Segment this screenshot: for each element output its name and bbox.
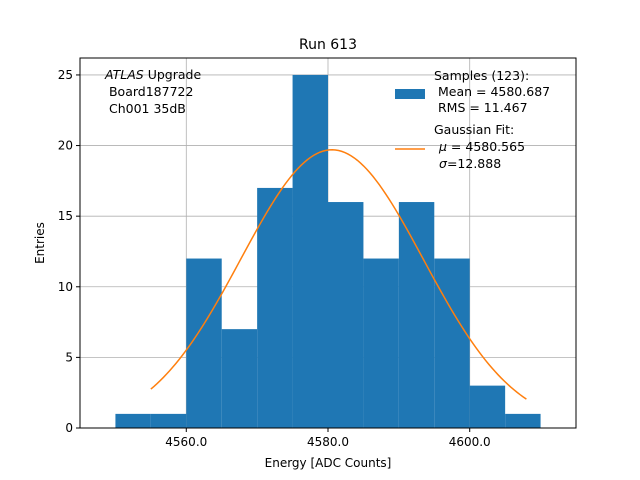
- legend-sigma-symbol: σ: [439, 156, 448, 171]
- ticks-layer: 4560.0 4580.0 4600.0 0 5 10 15 20 25: [58, 68, 491, 449]
- bars-layer: [115, 74, 541, 428]
- histogram-bar: [434, 258, 470, 428]
- histogram-bar: [505, 413, 541, 428]
- chart-title: Run 613: [299, 37, 357, 53]
- histogram-bar: [150, 413, 187, 428]
- atlas-annotation: ATLAS Upgrade Board187722 Ch001 35dB: [104, 67, 201, 116]
- legend-samples-rms: RMS = 11.467: [434, 100, 528, 115]
- annotation-atlas: ATLAS: [104, 67, 144, 82]
- legend-mu-symbol: μ: [438, 139, 447, 154]
- legend-samples-label: Samples (123):: [434, 68, 529, 83]
- histogram-bar: [398, 202, 435, 428]
- histogram-bar: [257, 187, 293, 428]
- legend-samples-mean: Mean = 4580.687: [434, 84, 550, 99]
- y-tick-label: 5: [65, 350, 73, 364]
- legend-mu-value: = 4580.565: [447, 139, 525, 154]
- x-tick-label: 4580.0: [307, 435, 349, 449]
- legend-sigma-value: =12.888: [447, 156, 501, 171]
- y-tick-label: 20: [58, 139, 73, 153]
- legend-samples-swatch: [395, 89, 425, 99]
- x-axis-label: Energy [ADC Counts]: [265, 456, 392, 470]
- annotation-upgrade: Upgrade: [144, 67, 202, 82]
- histogram-bar: [328, 202, 364, 428]
- y-tick-label: 10: [58, 280, 73, 294]
- legend-fit-label: Gaussian Fit:: [434, 122, 514, 137]
- legend: Samples (123): Mean = 4580.687 RMS = 11.…: [395, 68, 550, 171]
- legend-fit-sigma: σ=12.888: [439, 156, 501, 171]
- histogram-bar: [221, 329, 258, 428]
- histogram-bar: [186, 258, 222, 428]
- annotation-line-2: Board187722: [105, 84, 193, 99]
- y-tick-label: 25: [58, 68, 73, 82]
- x-tick-label: 4560.0: [165, 435, 207, 449]
- annotation-line-3: Ch001 35dB: [105, 101, 186, 116]
- histogram-bar: [292, 74, 328, 428]
- annotation-line-1: ATLAS Upgrade: [104, 67, 201, 82]
- y-axis-label: Entries: [33, 222, 47, 264]
- gaussian-fit-line: [150, 149, 527, 400]
- y-tick-label: 0: [65, 421, 73, 435]
- x-tick-label: 4600.0: [449, 435, 491, 449]
- fit-layer: [150, 149, 527, 400]
- histogram-bar: [115, 413, 151, 428]
- histogram-bar: [363, 258, 399, 428]
- y-tick-label: 15: [58, 209, 73, 223]
- histogram-bar: [469, 385, 506, 428]
- legend-fit-mu: μ = 4580.565: [438, 139, 525, 154]
